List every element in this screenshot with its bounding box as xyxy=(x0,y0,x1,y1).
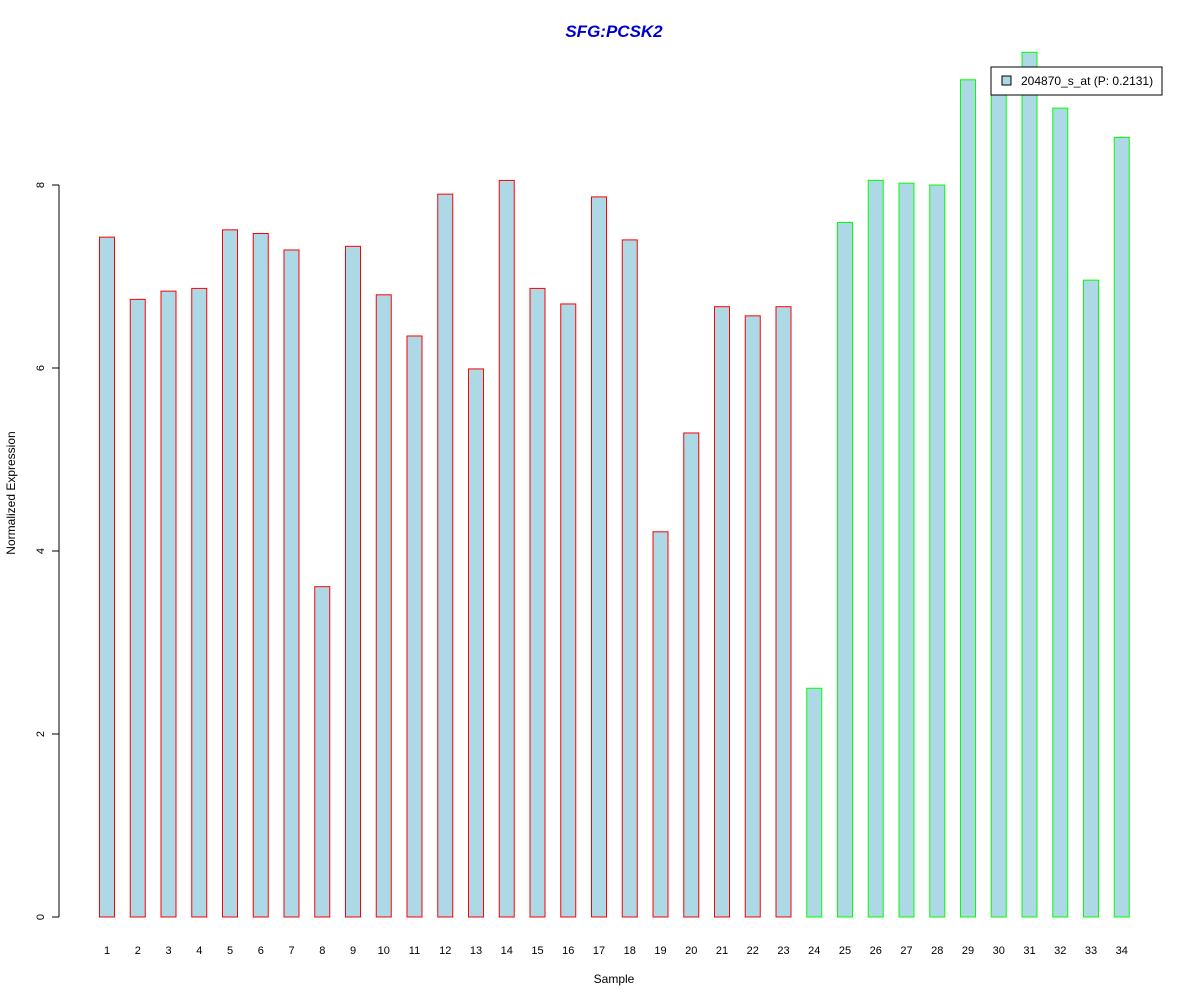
x-tick-label: 25 xyxy=(839,945,851,957)
legend-label: 204870_s_at (P: 0.2131) xyxy=(1021,74,1153,88)
x-tick-label: 26 xyxy=(870,945,882,957)
bar-sample-20 xyxy=(683,432,700,918)
bar-sample-15 xyxy=(529,287,546,918)
x-tick-label: 15 xyxy=(531,945,543,957)
x-tick-label: 10 xyxy=(378,945,390,957)
x-tick-label: 27 xyxy=(900,945,912,957)
y-tick-label: 0 xyxy=(35,914,47,920)
bar-sample-33 xyxy=(1083,279,1099,918)
x-tick-label: 16 xyxy=(562,945,574,957)
y-axis-title: Normalized Expression xyxy=(4,431,18,554)
bar-sample-24 xyxy=(806,687,823,918)
bar-sample-30 xyxy=(990,84,1007,918)
y-tick-label: 6 xyxy=(35,365,47,371)
bar-sample-13 xyxy=(468,368,484,918)
bar-sample-6 xyxy=(252,232,269,918)
bar-sample-11 xyxy=(406,335,423,918)
bar-sample-23 xyxy=(775,306,792,918)
x-tick-label: 12 xyxy=(439,945,451,957)
bar-sample-8 xyxy=(314,586,331,918)
x-tick-labels: 1 2 3 4 5 6 7 8 9 10 11 12 13 14 15 16 17 18 19 20 21 22 23 24 2… xyxy=(104,945,1128,957)
x-tick-label: 32 xyxy=(1054,945,1066,957)
x-tick-label: 14 xyxy=(501,945,513,957)
bar-sample-16 xyxy=(560,303,577,918)
x-tick-label: 11 xyxy=(409,945,420,957)
x-tick-label: 18 xyxy=(624,945,636,957)
bar-sample-3 xyxy=(160,290,177,918)
bar-sample-4 xyxy=(191,287,208,918)
x-tick-label: 21 xyxy=(716,945,728,957)
legend: 204870_s_at (P: 0.2131) xyxy=(990,66,1163,96)
bar-sample-22 xyxy=(744,315,761,918)
x-tick-label: 31 xyxy=(1023,945,1035,957)
bar-sample-21 xyxy=(714,306,730,918)
bar-sample-12 xyxy=(437,193,454,918)
y-axis: 0 2 4 6 8 xyxy=(35,182,60,920)
bar-sample-19 xyxy=(652,531,669,918)
x-tick-label: 2 xyxy=(135,945,141,957)
bar-sample-10 xyxy=(375,294,392,918)
x-tick-label: 20 xyxy=(685,945,697,957)
bar-sample-2 xyxy=(129,298,146,918)
bar-sample-1 xyxy=(99,236,115,918)
y-tick-label: 8 xyxy=(35,182,47,188)
bar-sample-32 xyxy=(1052,107,1069,918)
legend-box xyxy=(990,66,1163,96)
bar-sample-34 xyxy=(1113,136,1130,918)
x-tick-label: 33 xyxy=(1085,945,1097,957)
bar-sample-7 xyxy=(283,249,300,918)
x-tick-label: 23 xyxy=(777,945,789,957)
y-tick-label: 4 xyxy=(35,548,47,554)
bar-sample-26 xyxy=(867,179,884,918)
y-tick-label: 2 xyxy=(35,731,47,737)
x-tick-label: 19 xyxy=(654,945,666,957)
x-tick-label: 34 xyxy=(1116,945,1128,957)
x-tick-label: 8 xyxy=(319,945,325,957)
bar-sample-31 xyxy=(1021,51,1038,918)
bar-sample-27 xyxy=(898,182,915,918)
bar-sample-18 xyxy=(621,239,638,918)
x-tick-label: 5 xyxy=(227,945,233,957)
legend-swatch xyxy=(1001,75,1012,86)
bar-sample-17 xyxy=(591,196,607,918)
bar-sample-14 xyxy=(498,179,515,918)
x-tick-label: 17 xyxy=(593,945,605,957)
x-tick-label: 9 xyxy=(350,945,356,957)
x-tick-label: 29 xyxy=(962,945,974,957)
bar-sample-5 xyxy=(222,229,238,918)
x-tick-label: 30 xyxy=(993,945,1005,957)
x-tick-label: 6 xyxy=(258,945,264,957)
x-tick-label: 1 xyxy=(104,945,110,957)
x-tick-label: 28 xyxy=(931,945,943,957)
x-tick-label: 13 xyxy=(470,945,482,957)
bar-sample-9 xyxy=(345,245,361,918)
bars xyxy=(99,51,1130,918)
x-tick-label: 3 xyxy=(165,945,171,957)
x-tick-label: 7 xyxy=(288,945,294,957)
x-axis-title: Sample xyxy=(594,972,635,986)
bar-sample-25 xyxy=(837,222,853,918)
chart-title: SFG:PCSK2 xyxy=(565,22,663,41)
bar-sample-28 xyxy=(929,184,946,918)
bar-sample-29 xyxy=(960,79,976,918)
x-tick-label: 22 xyxy=(747,945,759,957)
x-tick-label: 24 xyxy=(808,945,820,957)
x-tick-label: 4 xyxy=(196,945,202,957)
